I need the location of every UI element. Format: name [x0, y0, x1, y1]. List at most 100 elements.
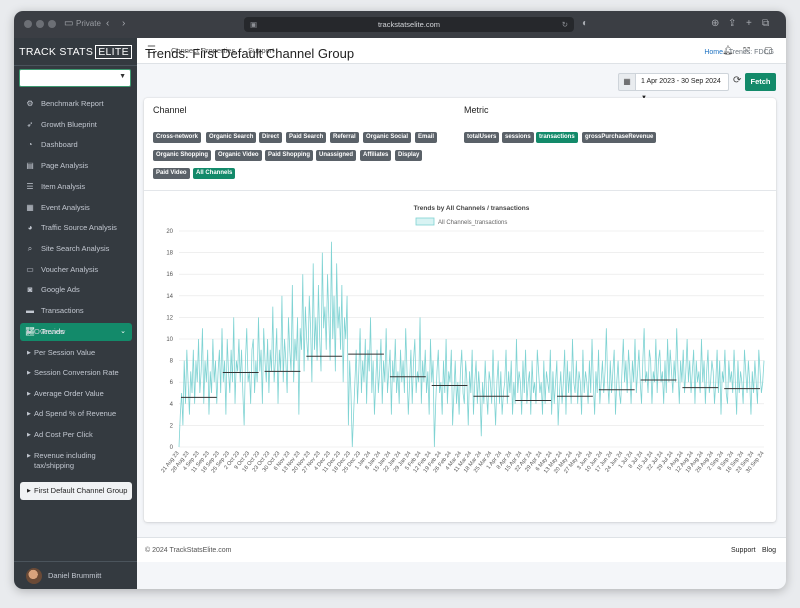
filter-pill-paid-search[interactable]: Paid Search [286, 132, 327, 143]
chat-icon[interactable]: ▢ [764, 45, 773, 55]
sidebar-subitem-first-default-channel-group[interactable]: ▶ First Default Channel Group [20, 482, 132, 500]
sidebar-item-dashboard[interactable]: ◔ Dashboard [20, 136, 132, 154]
filter-pill-organic-search[interactable]: Organic Search [206, 132, 257, 143]
sidebar-item-label: Dashboard [41, 140, 78, 150]
copyright: © 2024 TrackStatsElite.com [145, 547, 232, 554]
y-tick-label: 8 [170, 359, 174, 365]
legend-label: All Channels_transactions [438, 220, 507, 226]
date-range-group: ▦ 1 Apr 2023 - 30 Sep 2024 ▼ [618, 73, 729, 101]
list-icon: ☰ [26, 181, 34, 191]
breadcrumb: Home / Trends: FDCG [704, 49, 774, 56]
connect-properties-link[interactable]: Connect Properties [171, 46, 236, 55]
filter-pill-totalusers[interactable]: totalUsers [464, 132, 500, 143]
sidebar-item-transactions[interactable]: ▬ Transactions [20, 302, 132, 320]
sidebar-subitem-label: Average Order Value [34, 389, 104, 398]
minimize-window-dot[interactable] [36, 20, 44, 28]
sidebar-item-label: Site Search Analysis [41, 243, 110, 253]
card-icon: ▬ [26, 306, 34, 315]
filter-pill-referral[interactable]: Referral [330, 132, 359, 143]
card-divider [144, 190, 776, 191]
browser-toolbar: ▭ Private ‹ › ▣ trackstatselite.com ↻ ◐ … [14, 11, 786, 38]
refresh-icon[interactable]: ⟳ [733, 75, 742, 86]
close-window-dot[interactable] [24, 20, 32, 28]
property-select[interactable]: ▼ [19, 69, 131, 87]
y-tick-label: 10 [166, 337, 173, 343]
filter-pill-transactions[interactable]: transactions [536, 132, 578, 143]
sidebar-subitem-label: Overview [34, 327, 66, 336]
tab-overview-icon[interactable]: ⧉ [762, 18, 770, 29]
sidebar-item-benchmark-report[interactable]: ⚙ Benchmark Report [20, 95, 132, 113]
sidebar-subitem-session-conversion-rate[interactable]: ▶ Session Conversion Rate [20, 368, 132, 378]
new-tab-icon[interactable]: + [746, 18, 752, 29]
brand-logo[interactable]: TRACK STATS ELITE [14, 38, 137, 66]
sidebar-item-trends[interactable]: 📈︎ Trends ⌄ [20, 322, 132, 341]
sidebar-item-page-analysis[interactable]: ▤ Page Analysis [20, 157, 132, 175]
clipboard-icon: ▤ [26, 161, 34, 171]
filter-pill-direct[interactable]: Direct [259, 132, 283, 143]
sidebar-item-label: Page Analysis [41, 161, 89, 171]
filter-pill-organic-shopping[interactable]: Organic Shopping [153, 150, 211, 161]
zoom-window-dot[interactable] [48, 20, 56, 28]
sidebar-item-label: Google Ads [41, 285, 80, 295]
sidebar-item-site-search-analysis[interactable]: ⌕ Site Search Analysis [20, 240, 132, 258]
forward-icon[interactable]: › [122, 18, 126, 29]
sidebar-item-label: Transactions [41, 306, 84, 315]
filter-pill-paid-shopping[interactable]: Paid Shopping [265, 150, 313, 161]
filter-pill-affiliates[interactable]: Affiliates [360, 150, 392, 161]
user-panel[interactable]: Daniel Brummitt [14, 561, 137, 589]
back-icon[interactable]: ‹ [106, 18, 110, 29]
footer-support-link[interactable]: Support [731, 547, 756, 554]
caret-right-icon: ▶ [27, 329, 31, 335]
series-line [178, 241, 765, 448]
sidebar-item-google-ads[interactable]: ◙ Google Ads [20, 281, 132, 299]
breadcrumb-current: Trends: FDCG [728, 49, 774, 56]
fullscreen-icon[interactable]: ⤧ [743, 45, 751, 55]
chevron-down-icon: ⌄ [120, 327, 126, 335]
filter-pill-email[interactable]: Email [415, 132, 438, 143]
page-settings-icon[interactable]: ▣ [250, 20, 258, 29]
menu-toggle-icon[interactable]: ☰ [147, 45, 156, 56]
filter-pill-unassigned[interactable]: Unassigned [316, 150, 357, 161]
breadcrumb-home[interactable]: Home [704, 49, 724, 56]
caret-right-icon: ▶ [27, 411, 31, 417]
sidebar-subitem-label: Ad Cost Per Click [34, 430, 93, 439]
sidebar-subitem-overview[interactable]: ▶ Overview [20, 327, 132, 337]
filter-pill-organic-social[interactable]: Organic Social [363, 132, 412, 143]
bell-icon[interactable]: 🔔︎ [722, 45, 734, 55]
reload-icon[interactable]: ↻ [561, 20, 568, 29]
y-tick-label: 12 [166, 315, 173, 321]
sidebar-item-item-analysis[interactable]: ☰ Item Analysis [20, 178, 132, 196]
filter-pill-display[interactable]: Display [395, 150, 423, 161]
sidebar-subitem-revenue-including-tax-shipping[interactable]: ▶ Revenue including tax/shipping [20, 451, 132, 471]
filter-pill-grosspurchaserevenue[interactable]: grossPurchaseRevenue [582, 132, 657, 143]
support-link[interactable]: Support [248, 46, 275, 55]
sidebar-item-event-analysis[interactable]: ▦ Event Analysis [20, 199, 132, 217]
sidebar-toggle-icon[interactable]: ▭ [64, 18, 74, 29]
sidebar-subitem-average-order-value[interactable]: ▶ Average Order Value [20, 389, 132, 399]
sidebar-subitem-ad-cost-per-click[interactable]: ▶ Ad Cost Per Click [20, 430, 132, 440]
share-icon[interactable]: ⇪ [728, 18, 737, 29]
footer-blog-link[interactable]: Blog [762, 547, 777, 554]
sidebar-subitem-ad-spend-of-revenue[interactable]: ▶ Ad Spend % of Revenue [20, 409, 132, 419]
filter-pill-paid-video[interactable]: Paid Video [153, 168, 190, 179]
y-tick-label: 6 [170, 380, 174, 386]
sidebar-subitem-label: Ad Spend % of Revenue [34, 409, 117, 418]
shield-icon[interactable]: ◐ [582, 18, 589, 29]
sidebar-item-growth-blueprint[interactable]: ➶ Growth Blueprint [20, 116, 132, 134]
sidebar-item-voucher-analysis[interactable]: ▭ Voucher Analysis [20, 261, 132, 279]
calendar-icon[interactable]: ▦ [618, 73, 636, 91]
filter-pill-all-channels[interactable]: All Channels [193, 168, 236, 179]
filter-pill-sessions[interactable]: sessions [502, 132, 534, 143]
fetch-button[interactable]: Fetch [745, 73, 776, 91]
date-range-input[interactable]: 1 Apr 2023 - 30 Sep 2024 ▼ [636, 73, 729, 101]
sidebar-subitem-per-session-value[interactable]: ▶ Per Session Value [20, 348, 132, 358]
url-bar[interactable]: ▣ trackstatselite.com ↻ [244, 17, 574, 32]
sidebar-item-label: Voucher Analysis [41, 264, 99, 274]
sidebar-item-label: Growth Blueprint [41, 119, 97, 129]
filter-pill-cross-network[interactable]: Cross-network [153, 132, 202, 143]
channel-label: Channel [153, 105, 187, 115]
filter-pill-organic-video[interactable]: Organic Video [215, 150, 262, 161]
sidebar-item-traffic-source-analysis[interactable]: ◕ Traffic Source Analysis [20, 219, 132, 237]
y-tick-label: 4 [170, 402, 174, 408]
download-icon[interactable]: ⊕ [711, 18, 720, 29]
